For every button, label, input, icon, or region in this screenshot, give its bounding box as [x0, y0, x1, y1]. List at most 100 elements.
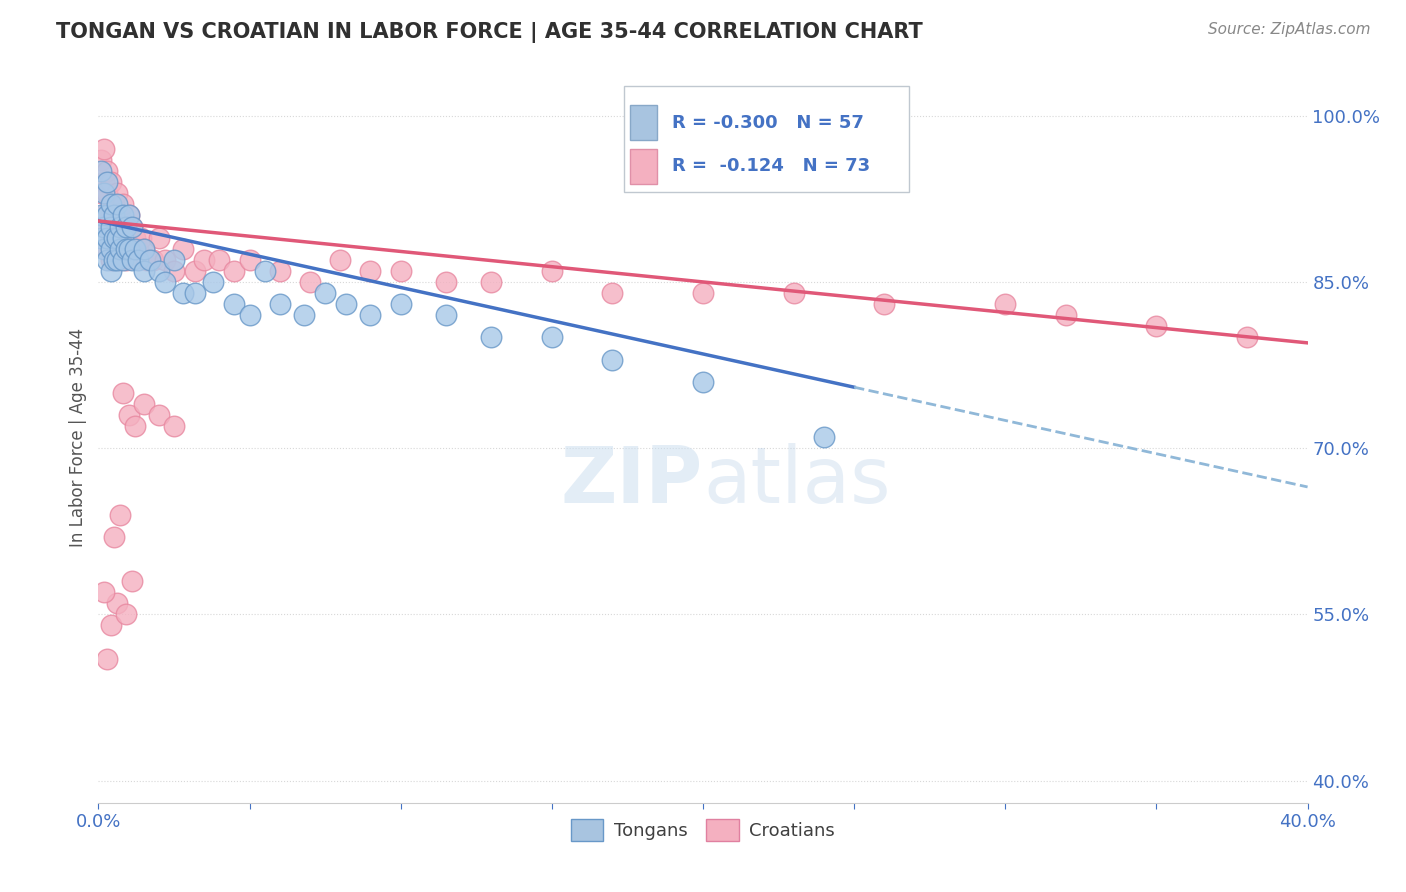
Point	[148, 408, 170, 422]
Point	[96, 175, 118, 189]
Point	[90, 164, 112, 178]
Point	[100, 242, 122, 256]
Point	[135, 252, 157, 267]
Point	[813, 430, 835, 444]
Point	[118, 408, 141, 422]
Point	[994, 297, 1017, 311]
Point	[139, 252, 162, 267]
Point	[103, 230, 125, 244]
Point	[105, 219, 128, 234]
Point	[108, 252, 131, 267]
Point	[153, 252, 176, 267]
Point	[103, 252, 125, 267]
Point	[90, 186, 112, 201]
Point	[360, 264, 382, 278]
Point	[118, 209, 141, 223]
Point	[148, 264, 170, 278]
Point	[124, 419, 146, 434]
Point	[269, 264, 291, 278]
Point	[1054, 308, 1077, 322]
Point	[105, 230, 128, 244]
Point	[100, 230, 122, 244]
Point	[329, 252, 352, 267]
Point	[184, 285, 207, 300]
Point	[360, 308, 382, 322]
Point	[292, 308, 315, 322]
Text: R =  -0.124   N = 73: R = -0.124 N = 73	[672, 158, 870, 176]
FancyBboxPatch shape	[624, 86, 908, 192]
Point	[93, 219, 115, 234]
Point	[202, 275, 225, 289]
Point	[783, 285, 806, 300]
Point	[124, 230, 146, 244]
Point	[118, 209, 141, 223]
Point	[1236, 330, 1258, 344]
Point	[111, 209, 134, 223]
Point	[96, 651, 118, 665]
Point	[163, 419, 186, 434]
Point	[172, 285, 194, 300]
FancyBboxPatch shape	[630, 149, 657, 184]
Y-axis label: In Labor Force | Age 35-44: In Labor Force | Age 35-44	[69, 327, 87, 547]
Point	[434, 308, 457, 322]
Point	[314, 285, 336, 300]
Point	[100, 264, 122, 278]
Point	[153, 275, 176, 289]
Point	[118, 242, 141, 256]
Point	[100, 209, 122, 223]
Point	[103, 197, 125, 211]
Point	[299, 275, 322, 289]
Point	[132, 242, 155, 256]
Point	[108, 508, 131, 522]
Point	[118, 242, 141, 256]
Point	[103, 209, 125, 223]
Point	[96, 219, 118, 234]
Point	[132, 264, 155, 278]
Point	[163, 264, 186, 278]
Point	[434, 275, 457, 289]
Point	[172, 242, 194, 256]
Point	[114, 252, 136, 267]
Point	[90, 230, 112, 244]
Point	[111, 385, 134, 400]
Point	[121, 219, 143, 234]
Point	[163, 252, 186, 267]
Point	[114, 242, 136, 256]
Point	[692, 375, 714, 389]
Point	[96, 209, 118, 223]
Point	[224, 264, 246, 278]
Text: R = -0.300   N = 57: R = -0.300 N = 57	[672, 113, 863, 131]
Text: TONGAN VS CROATIAN IN LABOR FORCE | AGE 35-44 CORRELATION CHART: TONGAN VS CROATIAN IN LABOR FORCE | AGE …	[56, 22, 922, 44]
Point	[105, 252, 128, 267]
Point	[90, 209, 112, 223]
Point	[111, 197, 134, 211]
Point	[100, 618, 122, 632]
Point	[111, 242, 134, 256]
Point	[93, 175, 115, 189]
Point	[121, 252, 143, 267]
Point	[148, 230, 170, 244]
Point	[602, 285, 624, 300]
Point	[121, 219, 143, 234]
Point	[389, 297, 412, 311]
Point	[96, 164, 118, 178]
Point	[93, 186, 115, 201]
Point	[184, 264, 207, 278]
Point	[105, 186, 128, 201]
Point	[1144, 319, 1167, 334]
Point	[132, 397, 155, 411]
Point	[93, 585, 115, 599]
Point	[132, 242, 155, 256]
Point	[193, 252, 215, 267]
Point	[540, 264, 562, 278]
Point	[389, 264, 412, 278]
Point	[108, 230, 131, 244]
Point	[100, 252, 122, 267]
Point	[602, 352, 624, 367]
Point	[103, 230, 125, 244]
Point	[253, 264, 276, 278]
Point	[142, 252, 165, 267]
Point	[105, 596, 128, 610]
Legend: Tongans, Croatians: Tongans, Croatians	[564, 812, 842, 848]
Point	[114, 219, 136, 234]
